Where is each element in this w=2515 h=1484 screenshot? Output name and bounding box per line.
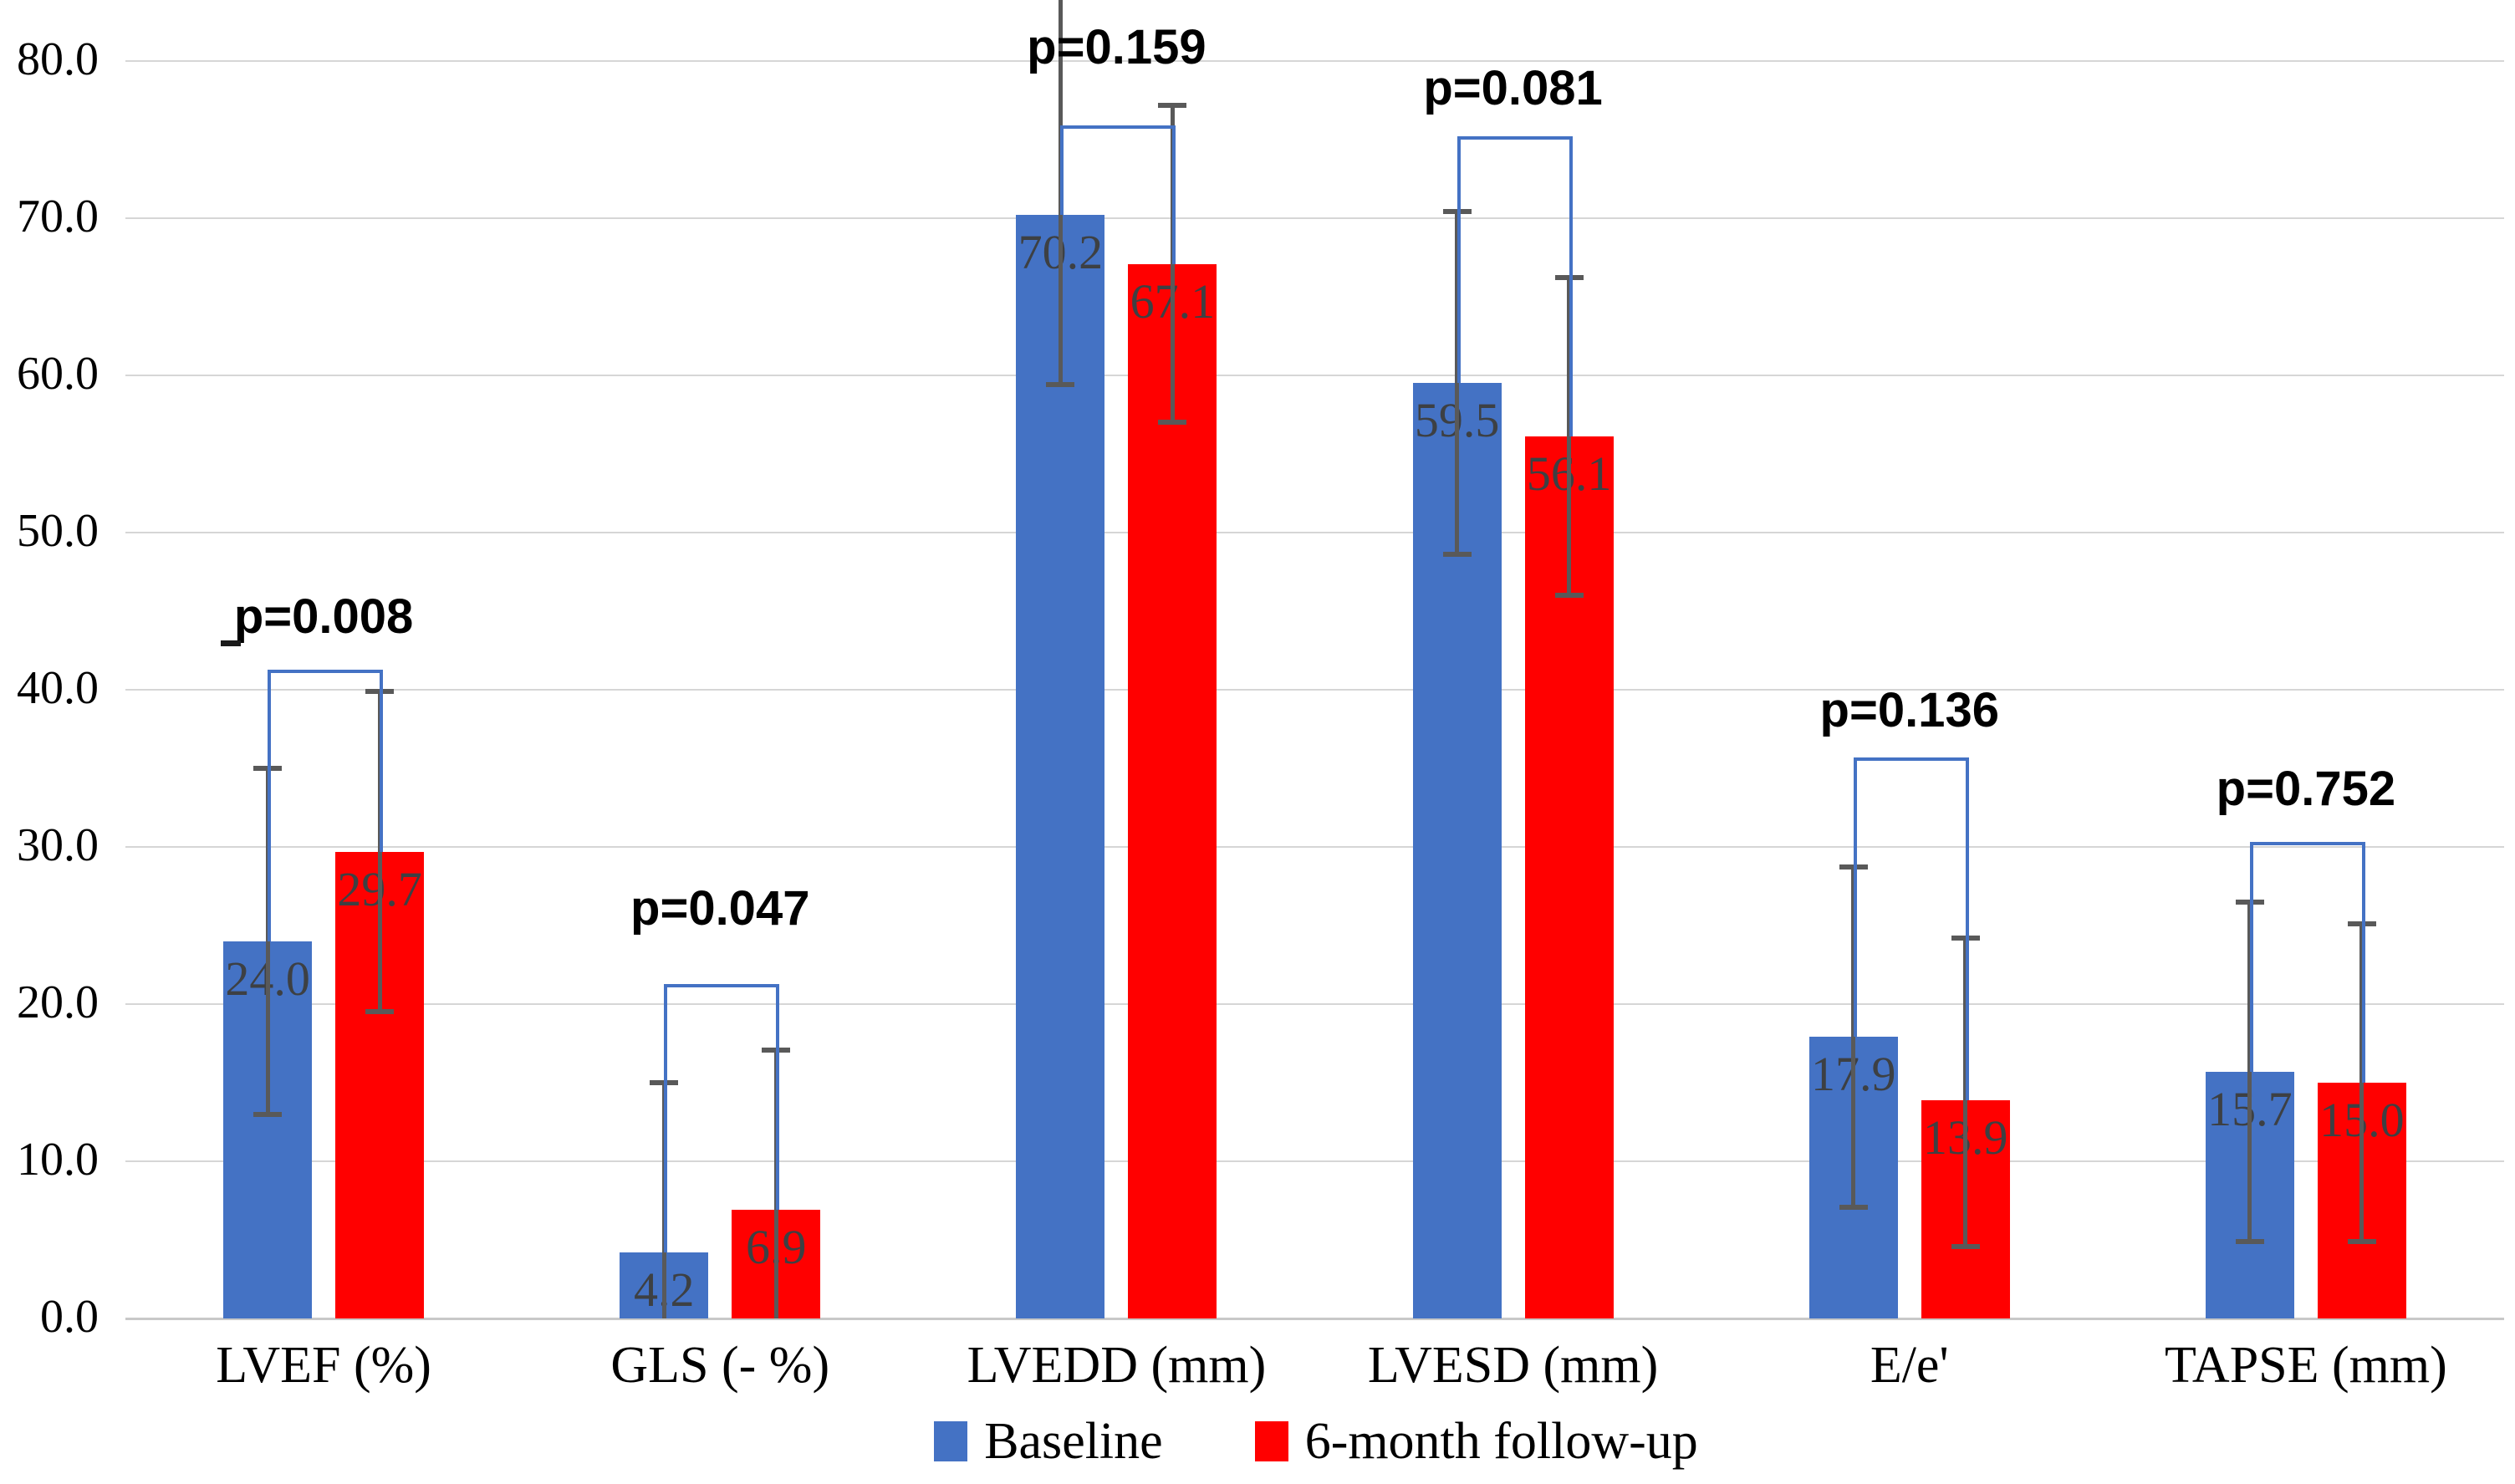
significance-bracket-right [2361,842,2365,1083]
gridline [125,217,2504,219]
x-axis-category-label: LVEDD (mm) [967,1337,1267,1394]
error-bar-cap-bottom [2347,1238,2376,1244]
legend-label-baseline: Baseline [984,1413,1163,1470]
followup-bar [1128,263,1217,1318]
baseline-swatch-icon [934,1421,968,1461]
error-bar-line [2247,901,2252,1242]
gridline [125,846,2504,848]
significance-bracket-left [1060,125,1064,216]
error-bar-cap-bottom [1839,1204,1868,1210]
significance-bracket-left [1456,136,1461,384]
error-bar-line [377,691,382,1012]
significance-bracket-top [2249,842,2365,846]
significance-bracket-left [2249,842,2253,1072]
x-axis-category-label: GLS (- %) [610,1337,830,1394]
y-axis-tick-label: 60.0 [17,348,99,400]
error-bar-cap-bottom [1158,420,1187,426]
gridline [125,1003,2504,1005]
legend-label-followup: 6-month follow-up [1304,1413,1698,1470]
p-value-label: p=0.136 [1819,683,1999,738]
significance-bracket-right [1569,136,1573,437]
error-bar-cap-bottom [1554,593,1584,599]
error-bar-cap-top [1158,102,1187,108]
error-bar-line [1567,278,1572,596]
significance-bracket-left [268,669,272,941]
baseline-bar [1016,215,1105,1318]
significance-bracket-left [664,983,668,1253]
y-axis-tick-label: 10.0 [17,1134,99,1186]
p-value-label: p=0.081 [1423,60,1603,115]
significance-bracket-right [380,669,384,852]
y-axis-tick-label: 40.0 [17,662,99,714]
significance-bracket-top [664,983,780,987]
significance-bracket-top [1060,125,1176,130]
followup-swatch-icon [1254,1421,1288,1461]
x-axis-category-label: E/e' [1870,1337,1949,1394]
error-bar-cap-bottom [1046,382,1075,388]
gridline [125,689,2504,691]
significance-bracket-right [1965,757,1969,1100]
significance-bracket-top [268,669,384,673]
error-bar-line [1851,867,1856,1207]
legend-item-baseline: Baseline [934,1415,1163,1467]
error-bar-cap-bottom [1442,552,1472,558]
legend: Baseline 6-month follow-up [59,1415,2515,1467]
p-value-label: p=0.047 [630,881,810,936]
y-axis-tick-label: 0.0 [40,1291,99,1343]
error-bar-cap-bottom [253,1111,283,1117]
p-value-label: p=0.159 [1027,19,1206,74]
significance-bracket-left [1853,757,1857,1038]
significance-bracket-top [1456,136,1573,140]
y-axis-tick-label: 70.0 [17,191,99,242]
y-axis-tick-label: 80.0 [17,33,99,85]
gridline [125,375,2504,376]
error-bar-cap-bottom [2235,1238,2264,1244]
significance-bracket-right [776,983,780,1211]
stray-mark [221,640,241,646]
y-axis-tick-label: 20.0 [17,977,99,1028]
p-value-label: p=0.008 [233,589,414,644]
error-bar-line [265,768,270,1114]
significance-bracket-right [1172,125,1176,264]
y-axis-tick-label: 50.0 [17,505,99,557]
x-axis-category-label: LVESD (mm) [1367,1337,1659,1394]
gridline [125,1160,2504,1162]
gridline [125,532,2504,533]
y-axis-tick-label: 30.0 [17,819,99,871]
error-bar-cap-bottom [365,1009,395,1015]
significance-bracket-top [1853,757,1969,761]
legend-item-followup: 6-month follow-up [1254,1413,1698,1470]
error-bar-line [2359,924,2365,1242]
p-value-label: p=0.752 [2216,762,2396,817]
x-axis-category-label: TAPSE (mm) [2165,1337,2447,1394]
x-axis-category-label: LVEF (%) [216,1337,431,1394]
error-bar-cap-bottom [1951,1243,1980,1249]
gridline [125,60,2504,62]
x-axis-line [125,1318,2504,1320]
